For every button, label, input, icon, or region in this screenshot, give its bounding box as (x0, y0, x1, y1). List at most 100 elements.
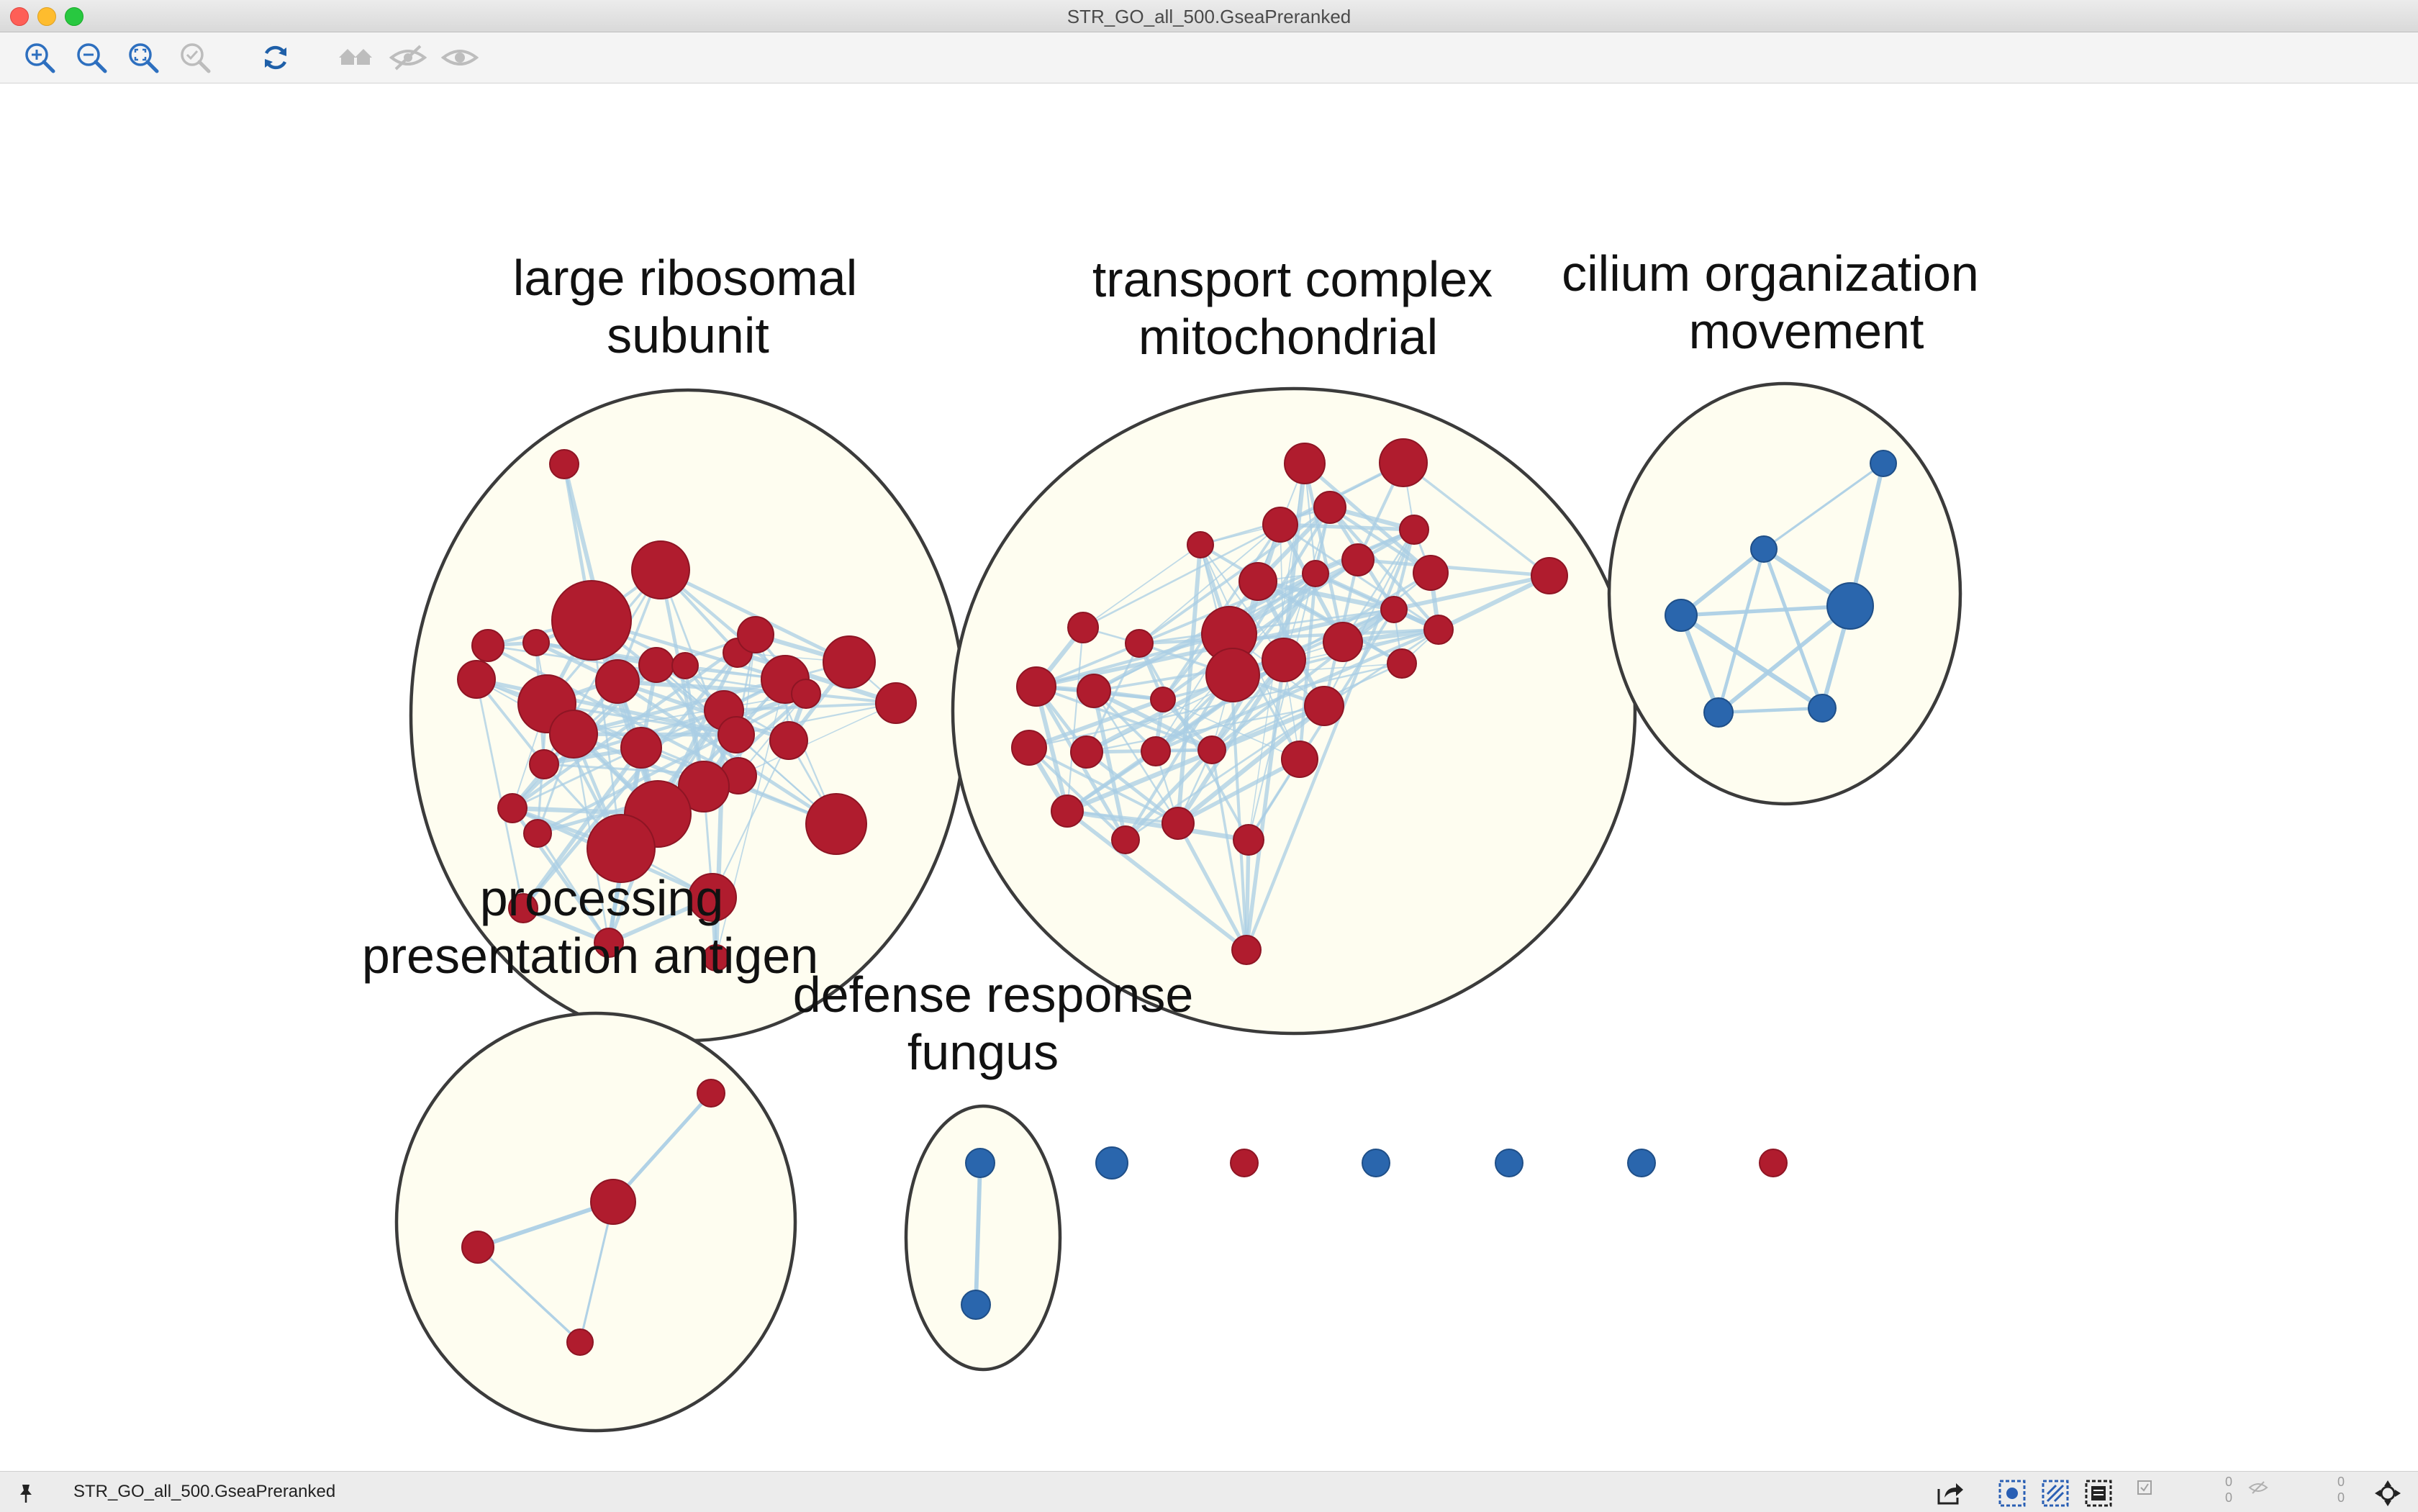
network-node-defense-response-fungus[interactable] (965, 1148, 995, 1178)
network-node-cilium-organization-movement[interactable] (1703, 697, 1734, 728)
network-node-large-ribosomal-subunit[interactable] (702, 944, 730, 972)
network-edge[interactable] (521, 746, 643, 910)
network-node-large-ribosomal-subunit[interactable] (678, 761, 730, 812)
network-edge[interactable] (1716, 706, 1824, 715)
network-node-transport-complex-mitochondrial[interactable] (1125, 629, 1154, 658)
network-node-cilium-organization-movement[interactable] (1826, 582, 1874, 630)
network-node-large-ribosomal-subunit[interactable] (805, 793, 867, 855)
network-node-transport-complex-mitochondrial[interactable] (1387, 648, 1417, 679)
network-edge[interactable] (1027, 697, 1165, 750)
network-node-large-ribosomal-subunit[interactable] (471, 629, 504, 662)
network-node-transport-complex-mitochondrial[interactable] (1423, 615, 1454, 645)
network-node-singleton[interactable] (1230, 1149, 1259, 1177)
network-edge[interactable] (1065, 809, 1249, 952)
network-edge[interactable] (711, 739, 790, 899)
network-edge[interactable] (1298, 571, 1318, 761)
minimize-window-button[interactable] (37, 7, 56, 26)
network-node-transport-complex-mitochondrial[interactable] (1011, 730, 1047, 766)
network-node-large-ribosomal-subunit[interactable] (522, 629, 550, 656)
network-node-transport-complex-mitochondrial[interactable] (1162, 807, 1195, 840)
network-node-processing-presentation-antigen[interactable] (697, 1079, 725, 1108)
network-edge[interactable] (1034, 574, 1552, 689)
network-node-transport-complex-mitochondrial[interactable] (1197, 735, 1226, 764)
network-edge[interactable] (510, 633, 758, 810)
hidden-toggle[interactable] (2244, 1473, 2273, 1502)
network-edge[interactable] (579, 1200, 615, 1344)
network-edge[interactable] (658, 568, 851, 664)
zoom-out-button[interactable] (72, 38, 111, 77)
network-edge[interactable] (1082, 461, 1405, 629)
network-edge[interactable] (1176, 757, 1302, 825)
network-node-transport-complex-mitochondrial[interactable] (1304, 686, 1344, 726)
network-node-transport-complex-mitochondrial[interactable] (1284, 443, 1326, 484)
network-edge[interactable] (1034, 632, 1231, 689)
network-edge[interactable] (1082, 544, 1201, 628)
cluster-ellipse-processing-presentation-antigen[interactable] (394, 1011, 797, 1433)
network-edge[interactable] (1848, 461, 1885, 608)
hide-selected-button[interactable] (389, 38, 427, 77)
select-edges-button[interactable] (2041, 1479, 2070, 1508)
network-edge[interactable] (476, 1200, 615, 1249)
network-edge[interactable] (1678, 612, 1825, 711)
cluster-ellipse-cilium-organization-movement[interactable] (1607, 381, 1962, 806)
network-node-large-ribosomal-subunit[interactable] (587, 814, 656, 883)
network-edge[interactable] (1436, 573, 1552, 633)
network-node-large-ribosomal-subunit[interactable] (497, 793, 527, 823)
navigate-button[interactable] (2373, 1479, 2402, 1508)
network-edge[interactable] (974, 1161, 982, 1307)
network-node-transport-complex-mitochondrial[interactable] (1233, 824, 1264, 856)
network-edge[interactable] (1085, 750, 1180, 825)
network-edge[interactable] (1244, 838, 1251, 952)
network-node-transport-complex-mitochondrial[interactable] (1016, 666, 1056, 707)
network-node-large-ribosomal-subunit[interactable] (508, 893, 538, 923)
network-node-transport-complex-mitochondrial[interactable] (1341, 543, 1375, 576)
maximize-window-button[interactable] (65, 7, 83, 26)
zoom-fit-button[interactable] (124, 38, 163, 77)
network-edge[interactable] (1255, 579, 1397, 612)
network-edge[interactable] (1762, 547, 1824, 710)
network-edge[interactable] (1244, 658, 1286, 952)
network-edge[interactable] (1138, 608, 1395, 645)
network-node-transport-complex-mitochondrial[interactable] (1531, 557, 1568, 594)
network-node-large-ribosomal-subunit[interactable] (737, 616, 774, 653)
network-edge[interactable] (1210, 748, 1248, 951)
network-edge[interactable] (1064, 703, 1327, 814)
network-node-transport-complex-mitochondrial[interactable] (1187, 531, 1214, 558)
network-edge[interactable] (1064, 808, 1251, 843)
network-node-transport-complex-mitochondrial[interactable] (1262, 507, 1298, 543)
network-node-transport-complex-mitochondrial[interactable] (1281, 741, 1318, 778)
network-node-large-ribosomal-subunit[interactable] (791, 679, 821, 709)
network-node-large-ribosomal-subunit[interactable] (638, 647, 674, 683)
network-edge[interactable] (1716, 547, 1766, 715)
network-node-transport-complex-mitochondrial[interactable] (1051, 795, 1084, 828)
network-node-large-ribosomal-subunit[interactable] (549, 449, 579, 479)
network-node-transport-complex-mitochondrial[interactable] (1399, 515, 1429, 545)
network-node-cilium-organization-movement[interactable] (1870, 450, 1897, 477)
selection-checkbox[interactable] (2130, 1473, 2159, 1502)
network-node-large-ribosomal-subunit[interactable] (529, 749, 559, 779)
network-node-transport-complex-mitochondrial[interactable] (1070, 735, 1103, 769)
network-view[interactable]: large ribosomal subunit transport complex… (0, 83, 2418, 1471)
show-all-button[interactable] (337, 38, 376, 77)
network-node-transport-complex-mitochondrial[interactable] (1262, 638, 1306, 682)
select-annotations-button[interactable] (2084, 1479, 2113, 1508)
network-edge[interactable] (1176, 543, 1203, 825)
network-edge[interactable] (1085, 705, 1326, 753)
pin-button[interactable] (12, 1479, 40, 1508)
select-nodes-button[interactable] (1998, 1479, 2027, 1508)
network-edge[interactable] (1027, 746, 1128, 842)
network-edge[interactable] (1092, 689, 1128, 842)
network-edge[interactable] (1341, 528, 1416, 643)
network-node-cilium-organization-movement[interactable] (1665, 599, 1698, 632)
network-node-large-ribosomal-subunit[interactable] (594, 928, 624, 958)
network-edge[interactable] (738, 702, 897, 777)
network-edge[interactable] (1679, 604, 1852, 617)
network-node-large-ribosomal-subunit[interactable] (631, 540, 690, 599)
network-node-transport-complex-mitochondrial[interactable] (1302, 560, 1329, 587)
network-edge[interactable] (1679, 547, 1766, 617)
network-edge[interactable] (1033, 684, 1070, 814)
network-edge[interactable] (536, 832, 610, 944)
network-edge[interactable] (573, 693, 807, 735)
network-edge[interactable] (1162, 699, 1300, 760)
network-node-transport-complex-mitochondrial[interactable] (1150, 687, 1176, 712)
